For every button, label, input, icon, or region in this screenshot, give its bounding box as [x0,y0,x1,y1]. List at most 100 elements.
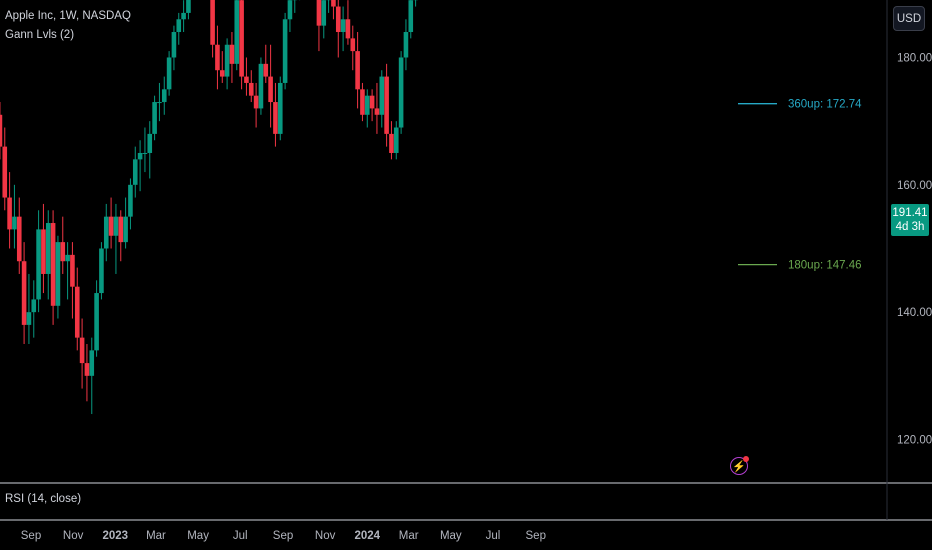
time-tick-label: Nov [315,530,336,542]
candle-body [0,114,3,147]
candle [403,19,409,71]
candle [55,235,61,319]
candle [340,6,346,52]
rsi-legend[interactable]: RSI (14, close) [5,493,82,505]
candle-body [350,38,356,52]
candle-body [248,82,254,96]
candle-body [239,0,244,77]
candle [181,0,186,33]
candle-body [234,0,240,64]
candle [70,242,75,319]
candle-body [74,286,80,338]
candle [224,38,230,90]
time-tick-label: 2024 [354,530,380,542]
price-axis: 120.00140.00160.00180.00200.00220.00240.… [897,52,932,446]
candle [248,70,254,103]
candle-body [137,152,143,160]
candle-body [113,216,119,236]
candle [408,0,414,39]
candle [128,178,133,230]
candle [234,0,240,71]
price-tick-label: 180.00 [897,52,932,64]
candle-body [263,63,269,77]
candle [147,121,153,179]
candle [186,0,191,20]
candle [94,280,99,357]
candle [282,12,288,90]
candle-body [224,44,230,77]
candle [219,51,225,83]
candle-body [89,350,95,376]
bar-countdown: 4d 3h [895,221,925,233]
gann-level-label: 180up: 147.46 [788,260,862,272]
time-tick-label: Sep [526,530,546,542]
candle [166,51,172,96]
candle-body [166,57,172,90]
time-tick-label: May [440,530,462,542]
candle [31,280,37,338]
candle [99,242,104,300]
candle-body [316,0,322,26]
candle-body [99,248,104,294]
candle-body [132,159,138,185]
candle [142,127,148,173]
candle-body [244,76,249,83]
candle [21,242,27,344]
candle-body [369,95,375,109]
candle [103,203,109,262]
candle [152,95,157,141]
candle-body [103,216,109,249]
price-tick-label: 140.00 [897,307,932,319]
candle-body [273,102,278,134]
candle [137,140,143,192]
candle-body [161,89,167,103]
candle [0,102,3,160]
candle [277,76,283,141]
candle-body [219,70,225,77]
candle [287,0,293,33]
candle [7,172,12,249]
candle [369,89,375,122]
lightning-bolt-icon[interactable]: ⚡ [730,456,749,475]
candle-body [340,19,346,33]
notification-dot [743,456,749,462]
candle-body [389,133,394,153]
candle-body [379,76,385,115]
candle [360,82,365,122]
candle-body [157,102,162,104]
gann-levels-layer: 720up: 229.32540up: 200.03360up: 172.741… [738,99,862,272]
time-axis: Sep Nov 2023 Mar May Jul Sep Nov 2024 Mar May Jul Se… [21,530,546,542]
candle [12,184,17,249]
gann-level-label: 360up: 172.74 [788,99,862,111]
candle-body [2,146,8,198]
candle [36,210,41,313]
candle [384,63,389,147]
last-price-badge: 191.41 4d 3h [891,204,929,236]
candle [413,0,418,7]
candle-body [398,57,404,128]
candle [273,82,278,147]
candle [2,127,8,211]
candle [258,57,264,115]
candle-body [142,152,148,154]
symbol-legend[interactable]: Apple Inc, 1W, NASDAQ [5,10,131,22]
candle-body [55,242,61,306]
candle-body [268,76,273,103]
indicator-legend[interactable]: Gann Lvls (2) [5,29,75,41]
currency-button[interactable]: USD [893,6,925,31]
candle-body [60,242,66,262]
candle-body [16,216,22,262]
time-tick-label: Jul [486,530,501,542]
price-tick-label: 160.00 [897,180,932,192]
candle [215,25,220,90]
candle [161,76,167,115]
time-tick-label: Nov [63,530,84,542]
candle-body [65,254,70,262]
candle-body [345,19,351,39]
candle-body [147,133,153,153]
candle [89,337,95,415]
candle [364,89,370,128]
candle [79,318,85,389]
candle [239,0,244,90]
